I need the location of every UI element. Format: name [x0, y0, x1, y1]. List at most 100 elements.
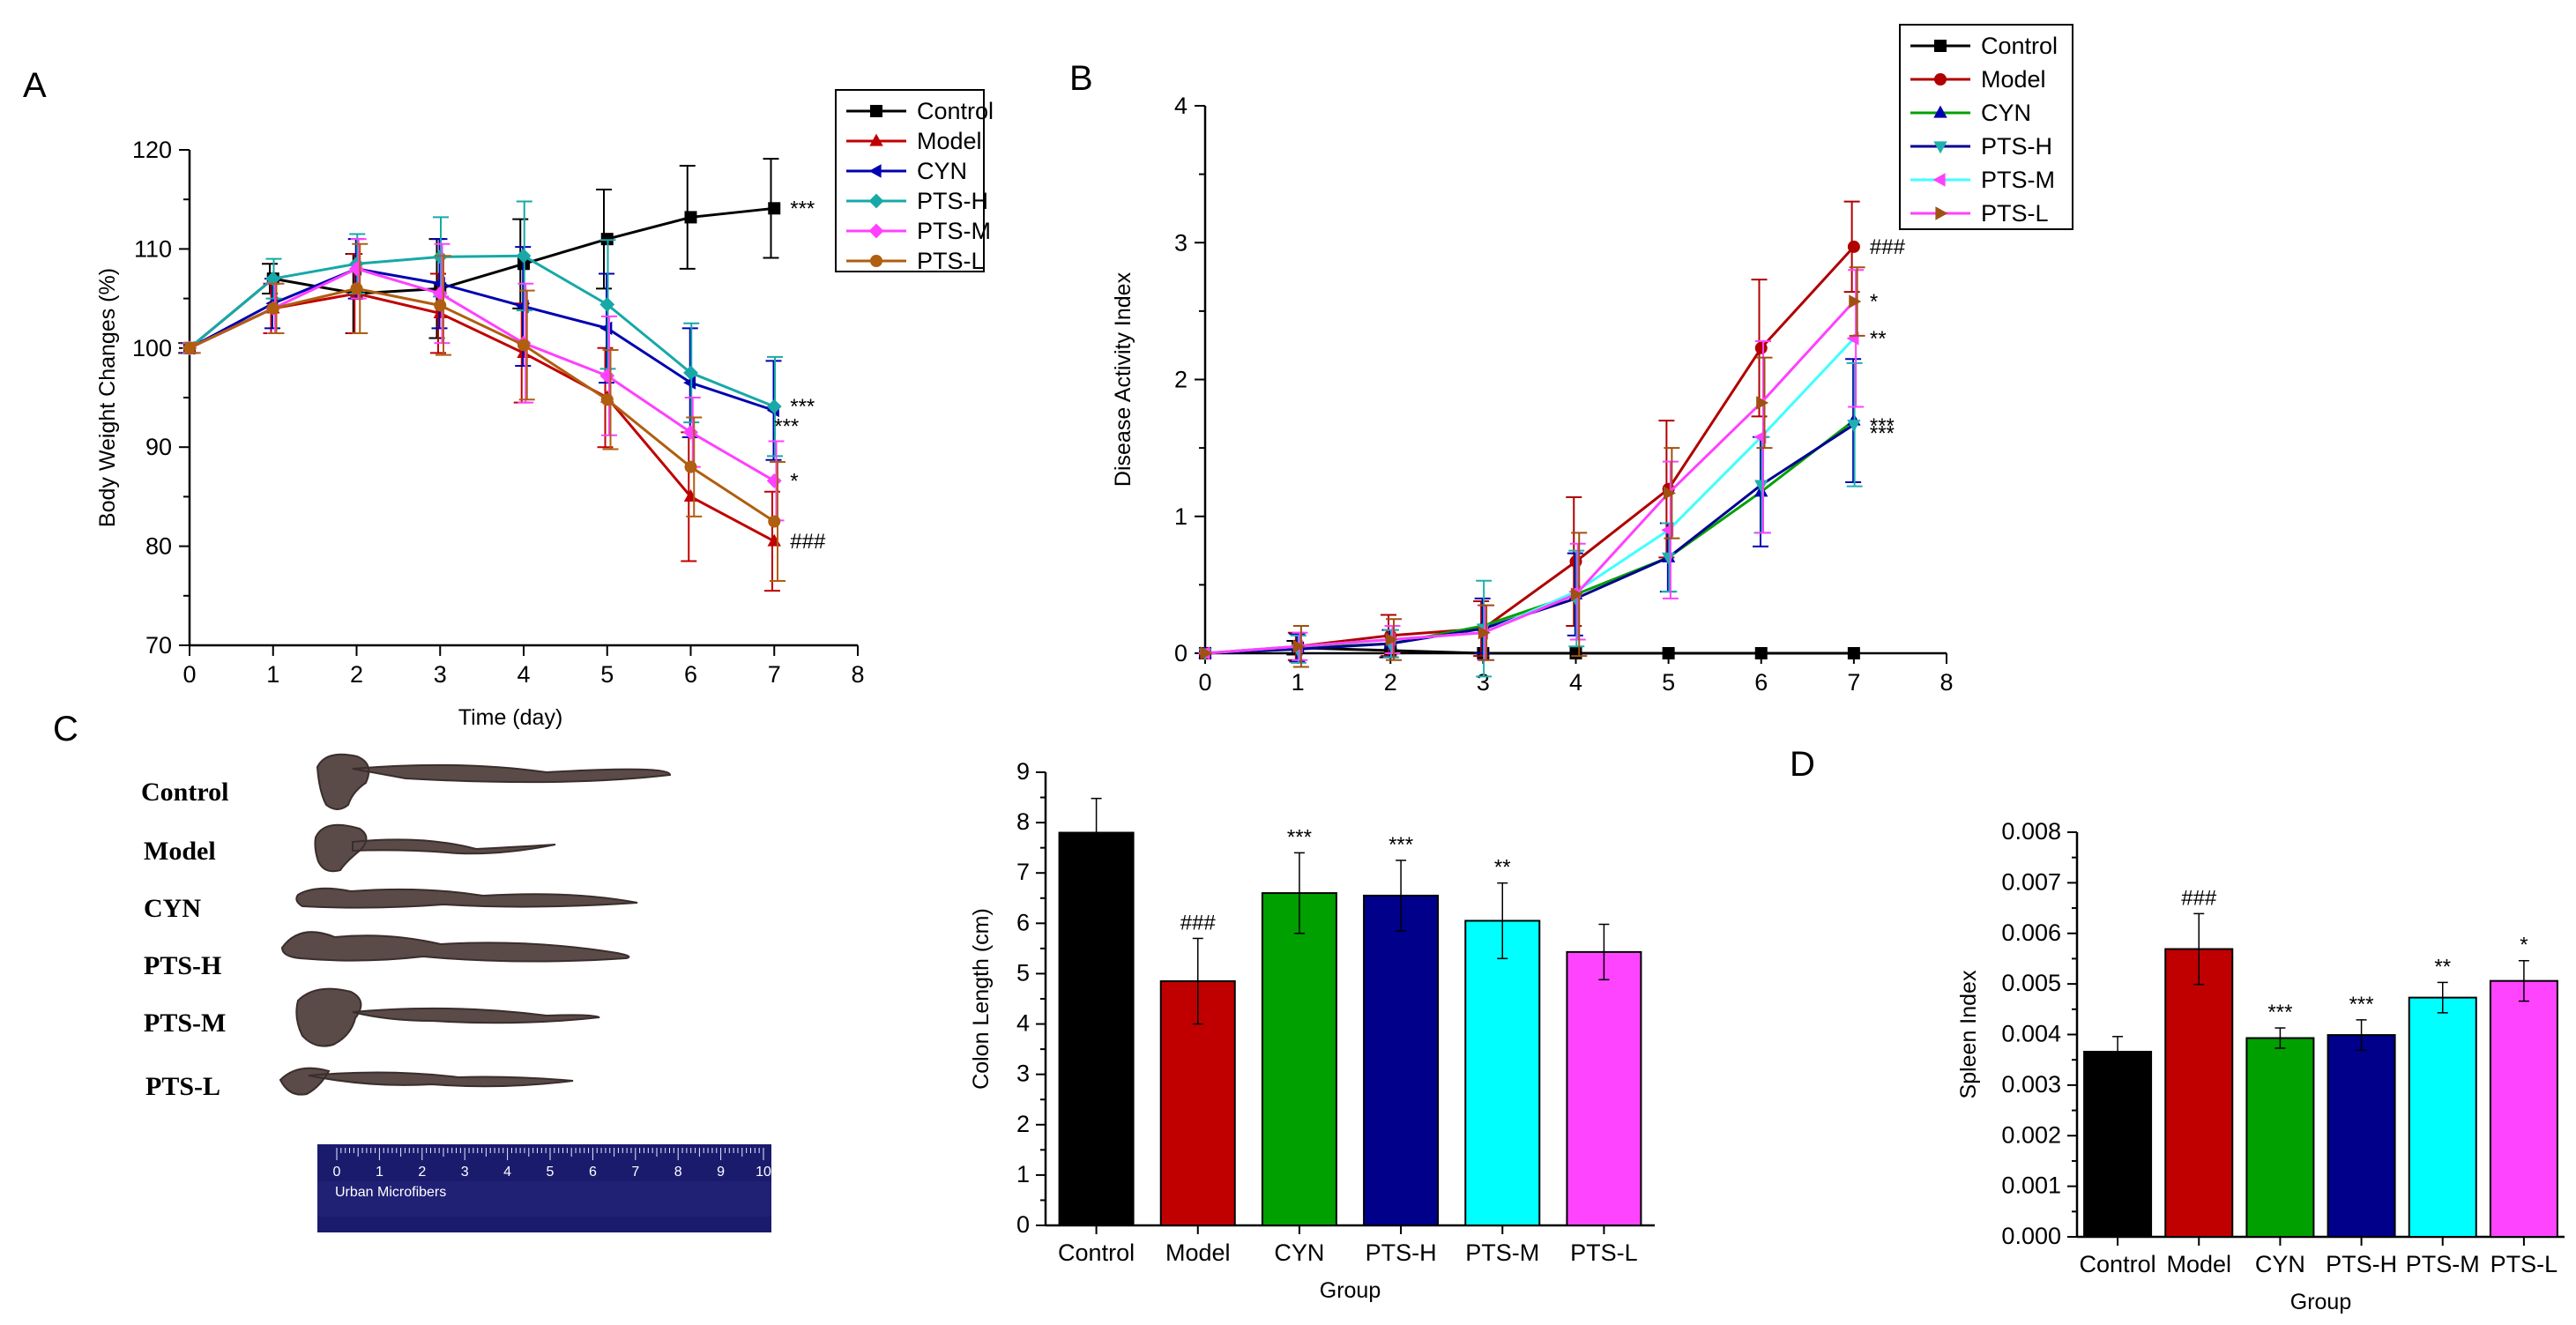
legend-label-pts-h: PTS-H [917, 188, 988, 214]
series-line-cyn [189, 267, 775, 413]
x-tick-label: 8 [1939, 669, 1953, 696]
legend-marker [1933, 105, 1947, 118]
data-point [683, 365, 698, 381]
significance-annotation: *** [1870, 414, 1895, 438]
series-line-pts-m [189, 267, 776, 482]
y-tick-label: 0.003 [2001, 1071, 2061, 1098]
ruler-number: 10 [756, 1165, 771, 1180]
bar-cyn [1261, 892, 1337, 1226]
ruler-number: 2 [418, 1165, 426, 1180]
y-tick-label: 0.004 [2001, 1021, 2061, 1047]
bar-pts-m [1464, 919, 1541, 1226]
data-point [1664, 486, 1677, 501]
legend-label-pts-m: PTS-M [1981, 167, 2055, 193]
x-tick-label: Control [2080, 1251, 2156, 1277]
data-point [766, 398, 782, 414]
panel-label-d: D [1790, 745, 1815, 784]
data-point [1754, 341, 1768, 354]
data-point [1662, 647, 1675, 659]
legend-label-control: Control [917, 98, 994, 124]
series-line-pts-h [189, 254, 775, 408]
x-tick-label: 7 [768, 661, 781, 688]
y-tick-label: 8 [1016, 808, 1030, 835]
significance-annotation: ** [1870, 327, 1887, 351]
data-point [1847, 240, 1860, 253]
significance-annotation: ** [1494, 856, 1511, 880]
legend-label-pts-m: PTS-M [917, 218, 991, 244]
colon-label-model: Model [144, 837, 216, 866]
bar-group-control: Control [1058, 797, 1135, 1266]
data-point [1849, 294, 1862, 309]
bar-group-pts-m: PTS-M ** [1464, 856, 1541, 1266]
x-tick-label: 2 [350, 661, 363, 688]
legend-label-control: Control [1981, 33, 2058, 59]
x-tick-label: PTS-M [1465, 1239, 1539, 1266]
y-tick-label: 1 [1174, 503, 1187, 530]
x-tick-label: 1 [266, 661, 279, 688]
bar-group-cyn: CYN *** [1261, 825, 1337, 1266]
data-point [766, 473, 782, 488]
x-tick-label: PTS-M [2406, 1251, 2480, 1277]
y-tick-label: 3 [1174, 229, 1187, 256]
x-axis-title: Group [1320, 1278, 1381, 1303]
bar-pts-h [1363, 894, 1440, 1227]
y-tick-label: 3 [1016, 1061, 1030, 1087]
x-tick-label: PTS-H [1366, 1239, 1437, 1266]
legend-marker [1933, 141, 1947, 154]
y-tick-label: 0.001 [2001, 1172, 2061, 1199]
bar-pts-h [2327, 1034, 2396, 1238]
colon-photo: Control Model CYN PTS-H PTS-M PTS-L 0 1 2 3… [141, 753, 771, 1232]
bar-pts-m [2408, 996, 2477, 1238]
ruler-number: 8 [674, 1165, 682, 1180]
colon-specimen-control [316, 753, 672, 810]
legend-marker [870, 105, 882, 117]
data-point [432, 249, 448, 264]
data-point [517, 339, 530, 352]
data-point [349, 261, 364, 277]
data-point [1754, 647, 1768, 659]
series-line-pts-l [189, 287, 776, 523]
series-line-cyn [1204, 419, 1855, 655]
data-point [1661, 552, 1676, 565]
legend-marker [868, 223, 884, 239]
ruler-ticks: 0 1 2 3 4 5 6 7 8 9 10 [333, 1148, 771, 1180]
bar-control [2083, 1051, 2153, 1238]
ruler-brand: Urban Microfibers [335, 1185, 446, 1200]
significance-annotation: *** [774, 415, 799, 439]
x-tick-label: 5 [1662, 669, 1675, 696]
y-tick-label: 4 [1016, 1010, 1030, 1037]
data-point [684, 460, 697, 473]
y-tick-label: 0 [1016, 1211, 1030, 1238]
data-point [1200, 646, 1213, 660]
bar-group-pts-l: PTS-L [1566, 923, 1642, 1266]
significance-annotation: ### [2181, 886, 2217, 910]
y-tick-label: 120 [132, 137, 172, 163]
legend: Control Model CYN PTS-H PTS-M PTS-L [835, 89, 994, 274]
y-tick-label: 0.008 [2001, 818, 2061, 845]
legend-label-pts-l: PTS-L [917, 248, 985, 274]
x-tick-label: CYN [2255, 1251, 2305, 1277]
colon-label-pts-h: PTS-H [144, 951, 221, 980]
bar-group-pts-l: PTS-L * [2489, 934, 2558, 1277]
ruler-number: 5 [547, 1165, 555, 1180]
legend-marker [869, 133, 883, 146]
data-point [683, 376, 696, 390]
data-point [1569, 647, 1582, 659]
significance-annotation: *** [1389, 833, 1413, 857]
legend-marker [870, 255, 882, 267]
panel-label-a: A [23, 66, 47, 105]
data-point [684, 211, 697, 224]
ruler-number: 4 [503, 1165, 511, 1180]
legend-marker [1932, 173, 1946, 187]
y-tick-label: 2 [1016, 1111, 1030, 1137]
bar-group-pts-m: PTS-M ** [2406, 955, 2480, 1277]
bar-group-control: Control [2080, 1036, 2156, 1277]
ruler-number: 7 [631, 1165, 639, 1180]
ruler-number: 1 [376, 1165, 383, 1180]
significance-annotation: ### [790, 530, 826, 554]
data-point [434, 299, 447, 312]
x-tick-label: 2 [1384, 669, 1397, 696]
data-point [1756, 396, 1769, 410]
colon-label-cyn: CYN [144, 894, 201, 923]
